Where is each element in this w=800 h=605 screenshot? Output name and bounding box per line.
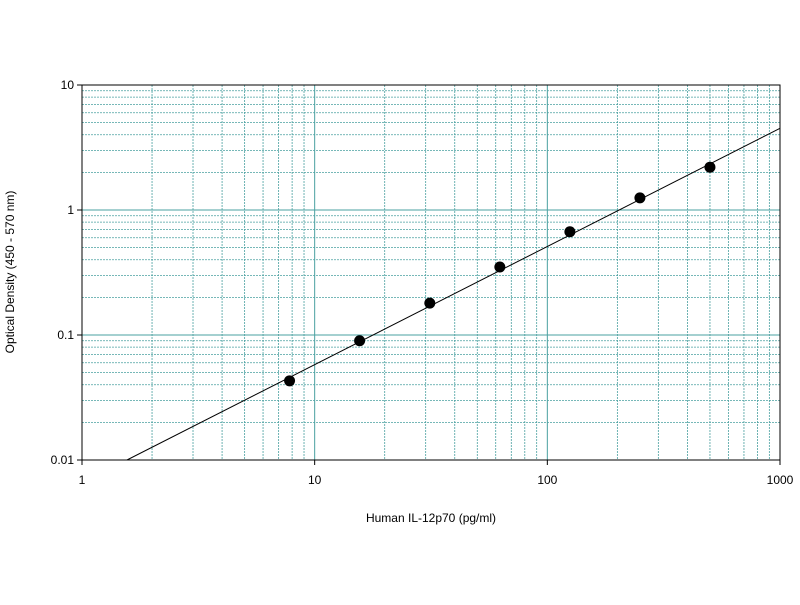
y-tick-label: 10 — [61, 78, 75, 92]
x-tick-label: 1000 — [767, 473, 794, 487]
point — [354, 335, 366, 347]
point — [564, 226, 576, 238]
y-tick-label: 0.01 — [51, 453, 75, 467]
x-tick-label: 100 — [537, 473, 557, 487]
fit-line — [126, 127, 781, 461]
x-tick-label: 1 — [79, 473, 86, 487]
point — [634, 192, 646, 204]
y-tick-label: 0.1 — [57, 328, 74, 342]
point — [494, 261, 506, 273]
x-axis-label: Human IL-12p70 (pg/ml) — [366, 511, 496, 525]
point — [424, 297, 436, 309]
point — [704, 161, 716, 173]
x-tick-label: 10 — [308, 473, 322, 487]
y-axis-label: Optical Density (450 - 570 nm) — [3, 191, 17, 354]
plot-frame — [81, 84, 781, 461]
point — [284, 375, 296, 387]
y-tick-label: 1 — [67, 203, 74, 217]
